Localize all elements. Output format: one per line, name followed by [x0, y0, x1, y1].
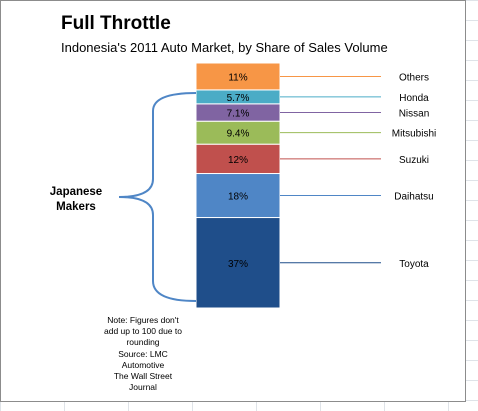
chart-area[interactable]: Full Throttle Indonesia's 2011 Auto Mark… — [0, 0, 466, 402]
value-label-honda: 5.7% — [227, 93, 250, 104]
note-line: Note: Figures don't — [107, 315, 179, 325]
value-label-suzuki: 12% — [228, 155, 248, 166]
value-label-mitsubishi: 9.4% — [227, 129, 250, 140]
source-note: Note: Figures don't add up to 100 due to… — [97, 315, 189, 393]
value-label-nissan: 7.1% — [227, 109, 250, 120]
chart-plot: 37% 18% 12% 9.4% 7.1% 5.7% 11% Toyota Daihatsu S… — [50, 62, 436, 309]
chart-title: Full Throttle — [61, 13, 171, 34]
note-line: Automotive — [121, 359, 165, 370]
note-line: rounding — [126, 337, 160, 348]
value-label-daihatsu: 18% — [228, 192, 248, 203]
category-label-nissan: Nissan — [399, 109, 430, 120]
bracket-brace — [118, 92, 197, 302]
segment-daihatsu[interactable] — [195, 173, 281, 219]
chart-subtitle: Indonesia's 2011 Auto Market, by Share o… — [61, 40, 388, 55]
value-label-others: 11% — [228, 72, 247, 83]
segment-others[interactable] — [195, 62, 281, 91]
segment-suzuki[interactable] — [195, 143, 281, 175]
category-label-mitsubishi: Mitsubishi — [392, 129, 436, 140]
note-line: Journal — [129, 382, 157, 393]
category-label-toyota: Toyota — [399, 259, 429, 270]
category-label-others: Others — [399, 72, 429, 83]
value-label-toyota: 37% — [228, 259, 248, 270]
bracket-label-line-2: Makers — [56, 201, 96, 213]
note-line: The Wall Street — [113, 371, 173, 382]
category-label-suzuki: Suzuki — [399, 155, 429, 166]
stacked-segments: 37% 18% 12% 9.4% 7.1% 5.7% 11% — [195, 62, 281, 309]
category-label-honda: Honda — [399, 93, 429, 104]
bracket-label-line-1: Japanese — [50, 186, 102, 198]
note-line: add up to 100 due to — [104, 326, 182, 337]
leader-lines — [280, 75, 381, 264]
category-label-daihatsu: Daihatsu — [394, 192, 433, 203]
category-labels: Toyota Daihatsu Suzuki Mitsubishi Nissan Hond… — [392, 72, 436, 269]
note-line: Source: LMC — [118, 348, 168, 359]
